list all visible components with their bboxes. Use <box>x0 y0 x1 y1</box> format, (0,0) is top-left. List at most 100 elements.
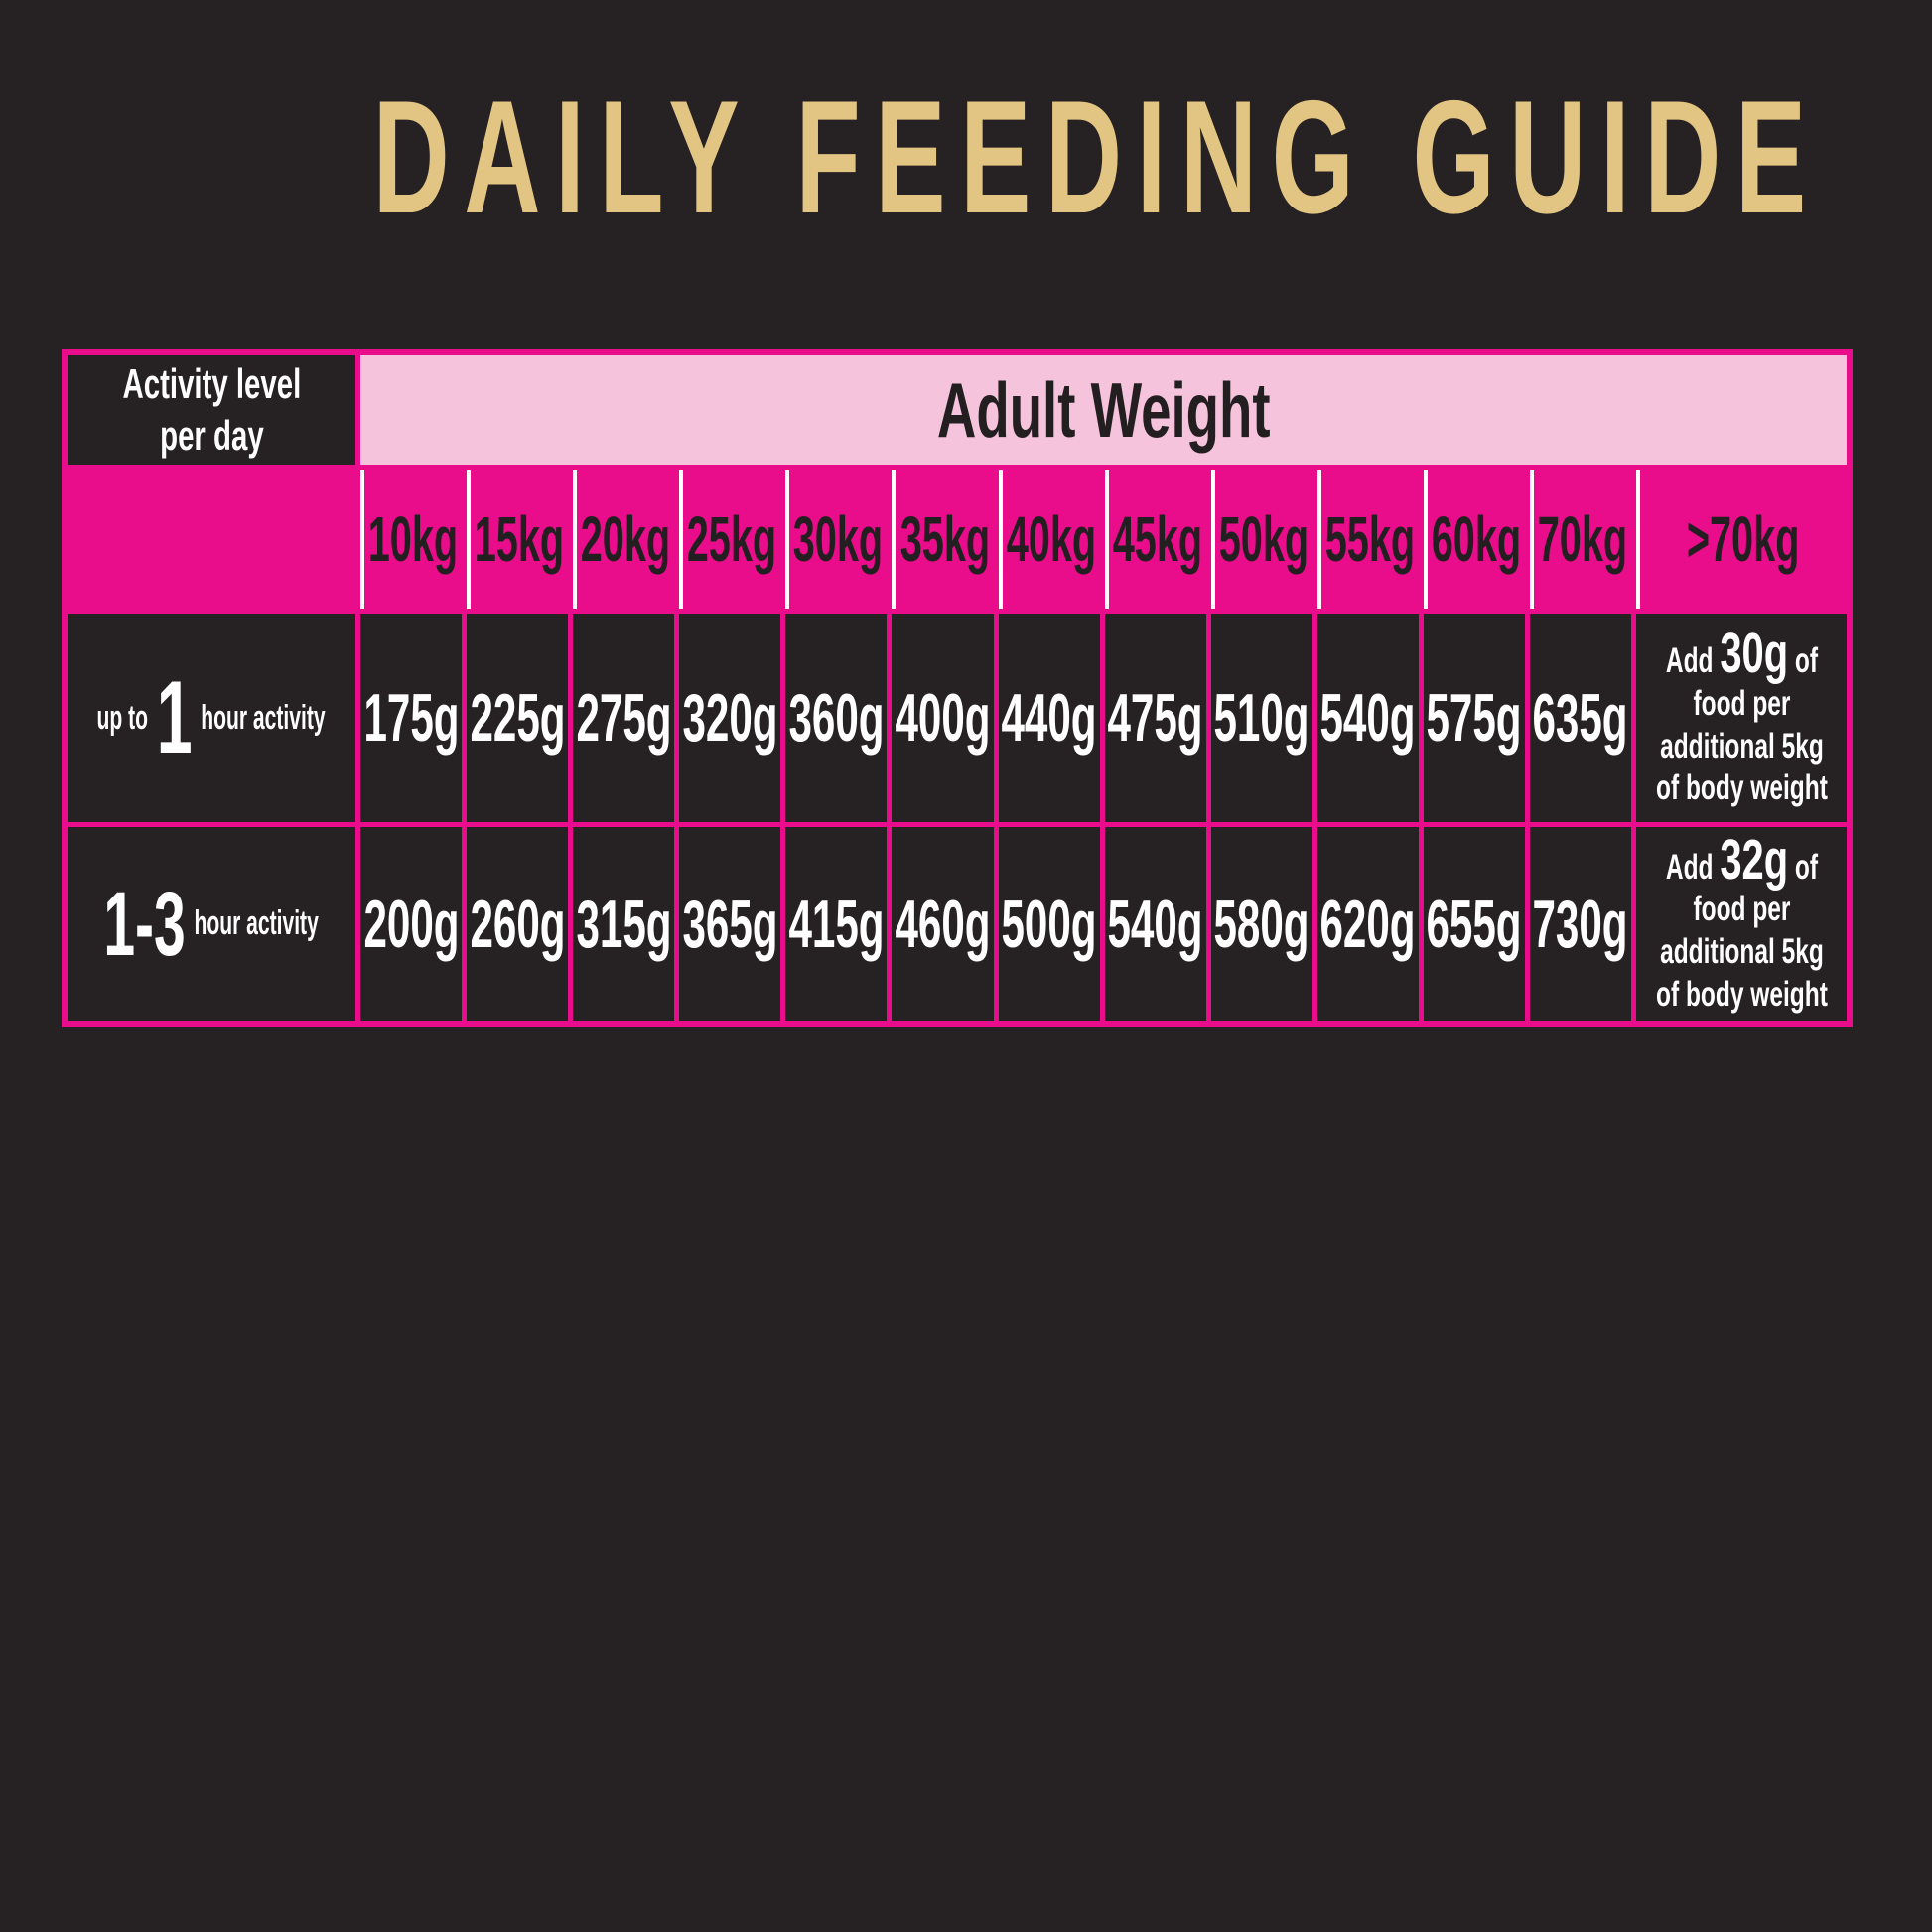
rule-amount: 30g <box>1719 621 1788 686</box>
weight-column-header: 15kg <box>467 470 569 609</box>
activity-label-suffix: hour activity <box>201 698 327 737</box>
weight-column-header-over70: >70kg <box>1636 470 1847 609</box>
activity-label-suffix: hour activity <box>194 904 320 942</box>
table-cell: 655g <box>1423 827 1525 1021</box>
table-cell: 315g <box>573 827 675 1021</box>
table-cell: 275g <box>573 614 675 822</box>
rule-post: of <box>1794 847 1818 887</box>
rule-line4: of body weight <box>1655 768 1828 808</box>
activity-row-2-label: 1-3 hour activity <box>104 879 319 970</box>
rule-line2: food per <box>1693 683 1791 723</box>
amount-value: 440g <box>1001 680 1097 756</box>
weight-label: 25kg <box>687 503 777 575</box>
table-cell: 730g <box>1529 827 1631 1021</box>
table-cell: 475g <box>1104 614 1206 822</box>
corner-header-text: Activity level per day <box>122 358 301 463</box>
adult-weight-header-text: Adult Weight <box>936 365 1271 454</box>
rule-amount: 32g <box>1719 827 1788 892</box>
weight-column-header: 25kg <box>679 470 781 609</box>
amount-value: 360g <box>788 680 885 756</box>
weight-row-spacer-cell <box>68 470 355 609</box>
activity-label-prefix: up to <box>96 698 149 737</box>
weight-column-header: 45kg <box>1104 470 1206 609</box>
rule-line3: additional 5kg <box>1659 932 1824 971</box>
weight-column-header: 70kg <box>1529 470 1631 609</box>
weight-column-header: 35kg <box>892 470 994 609</box>
activity-label-hours: 1 <box>157 660 194 775</box>
amount-value: 365g <box>682 886 778 962</box>
amount-value: 275g <box>576 680 672 756</box>
weight-label: 45kg <box>1112 503 1202 575</box>
amount-value: 175g <box>362 680 460 756</box>
amount-value: 460g <box>895 886 991 962</box>
amount-value: 400g <box>895 680 991 756</box>
page-title-text: DAILY FEEDING GUIDE <box>372 68 1821 247</box>
rule-pre: Add <box>1665 641 1714 681</box>
weight-column-header: 10kg <box>360 470 463 609</box>
weight-column-header: 20kg <box>573 470 675 609</box>
weight-label: 10kg <box>367 503 459 575</box>
amount-value: 320g <box>682 680 778 756</box>
table-cell: 400g <box>892 614 994 822</box>
corner-header-line1: Activity level <box>122 359 301 407</box>
amount-value: 475g <box>1107 680 1203 756</box>
table-cell: 320g <box>679 614 781 822</box>
table-cell: 440g <box>998 614 1100 822</box>
table-cell: 225g <box>467 614 569 822</box>
table-cell: 575g <box>1423 614 1525 822</box>
table-cell: 620g <box>1316 827 1419 1021</box>
table-cell: 365g <box>679 827 781 1021</box>
over70-rule-cell-row2: Add 32g of food per additional 5kg of bo… <box>1636 827 1847 1021</box>
weight-label: 50kg <box>1218 503 1309 575</box>
weight-label: 35kg <box>899 503 990 575</box>
weight-column-header: 40kg <box>998 470 1100 609</box>
weight-label: 20kg <box>580 503 671 575</box>
amount-value: 575g <box>1426 680 1522 756</box>
weight-column-header: 60kg <box>1423 470 1525 609</box>
amount-value: 635g <box>1532 680 1629 756</box>
table-cell: 510g <box>1210 614 1312 822</box>
amount-value: 415g <box>788 886 885 962</box>
rule-line4: of body weight <box>1655 974 1828 1014</box>
table-cell: 635g <box>1529 614 1631 822</box>
page-title: DAILY FEEDING GUIDE <box>0 77 1932 238</box>
table-cell: 260g <box>467 827 569 1021</box>
over70-rule-cell-row1: Add 30g of food per additional 5kg of bo… <box>1636 614 1847 822</box>
rule-line2: food per <box>1693 890 1791 929</box>
amount-value: 540g <box>1319 680 1416 756</box>
table-cell: 460g <box>892 827 994 1021</box>
activity-row-1-label: up to 1 hour activity <box>97 666 326 769</box>
weight-label: 40kg <box>1006 503 1096 575</box>
table-cell: 415g <box>785 827 888 1021</box>
activity-row-1-label-cell: up to 1 hour activity <box>68 614 355 822</box>
amount-value: 540g <box>1107 886 1203 962</box>
weight-column-header: 50kg <box>1210 470 1312 609</box>
table-cell: 500g <box>998 827 1100 1021</box>
corner-header-line2: per day <box>159 412 264 459</box>
rule-pre: Add <box>1665 847 1714 887</box>
weight-label: 30kg <box>793 503 884 575</box>
amount-value: 315g <box>576 886 672 962</box>
adult-weight-header-cell: Adult Weight <box>360 355 1847 465</box>
activity-label-hours: 1-3 <box>103 873 187 975</box>
amount-value: 580g <box>1213 886 1310 962</box>
amount-value: 655g <box>1426 886 1522 962</box>
rule-line1: Add 32g of <box>1656 831 1828 890</box>
table-cell: 540g <box>1316 614 1419 822</box>
table-cell: 175g <box>360 614 463 822</box>
table-cell: 360g <box>785 614 888 822</box>
rule-post: of <box>1794 641 1818 681</box>
corner-header-cell: Activity level per day <box>68 355 355 465</box>
weight-label: 60kg <box>1431 503 1522 575</box>
weight-column-header: 30kg <box>785 470 888 609</box>
amount-value: 500g <box>1001 886 1097 962</box>
weight-column-header: 55kg <box>1316 470 1419 609</box>
amount-value: 730g <box>1532 886 1629 962</box>
amount-value: 200g <box>362 886 460 962</box>
weight-label: 55kg <box>1324 503 1416 575</box>
activity-row-2-label-cell: 1-3 hour activity <box>68 827 355 1021</box>
table-cell: 200g <box>360 827 463 1021</box>
over70-rule-text: Add 32g of food per additional 5kg of bo… <box>1655 831 1828 1017</box>
amount-value: 620g <box>1319 886 1416 962</box>
